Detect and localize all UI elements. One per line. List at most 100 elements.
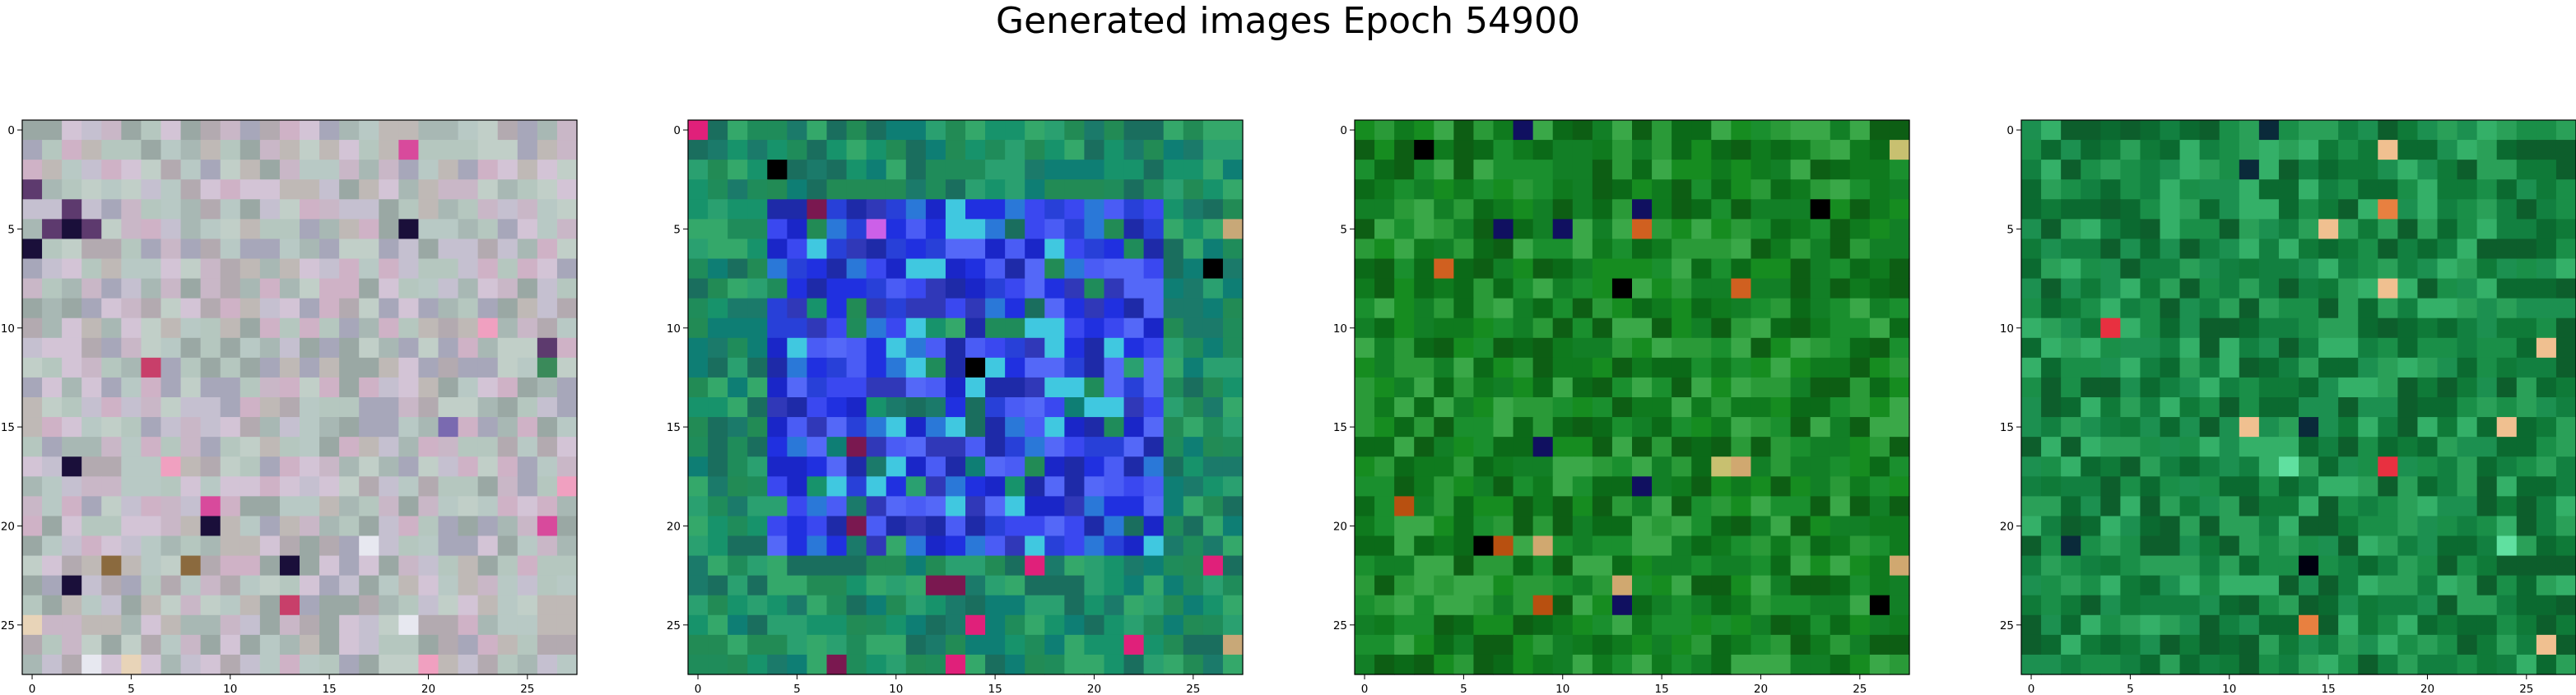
pixel-cell	[1064, 595, 1086, 616]
pixel-cell	[180, 654, 202, 675]
pixel-cell	[2239, 496, 2260, 517]
pixel-cell	[180, 516, 202, 537]
pixel-cell	[2476, 456, 2498, 477]
pixel-cell	[2358, 476, 2378, 497]
pixel-cell	[359, 258, 379, 280]
pixel-cell	[1790, 456, 1811, 477]
pixel-cell	[1414, 417, 1434, 438]
pixel-cell	[220, 199, 241, 220]
pixel-cell	[2021, 377, 2042, 398]
pixel-cell	[886, 160, 907, 180]
pixel-cell	[1123, 337, 1145, 359]
pixel-cell	[1672, 357, 1692, 378]
pixel-cell	[1751, 595, 1772, 616]
pixel-cell	[2258, 239, 2280, 260]
pixel-cell	[965, 120, 986, 141]
pixel-cell	[846, 634, 867, 656]
pixel-cell	[1493, 199, 1514, 220]
pixel-cell	[2061, 397, 2081, 418]
pixel-cell	[220, 160, 241, 180]
pixel-cell	[42, 496, 63, 517]
pixel-cell	[101, 120, 122, 141]
pixel-cell	[2239, 634, 2260, 656]
pixel-cell	[985, 239, 1006, 260]
pixel-cell	[846, 278, 867, 299]
pixel-cell	[1711, 417, 1732, 438]
pixel-cell	[1830, 258, 1851, 280]
pixel-cell	[2457, 317, 2478, 339]
pixel-cell	[2140, 199, 2161, 220]
pixel-cell	[259, 417, 281, 438]
pixel-cell	[2258, 298, 2280, 319]
pixel-cell	[200, 377, 221, 398]
pixel-cell	[925, 219, 946, 240]
pixel-cell	[2516, 476, 2537, 497]
pixel-cell	[945, 595, 966, 616]
pixel-cell	[339, 634, 360, 656]
pixel-cell	[2358, 239, 2378, 260]
pixel-cell	[2299, 417, 2319, 438]
pixel-cell	[279, 437, 300, 457]
pixel-cell	[62, 120, 82, 141]
pixel-cell	[300, 258, 320, 280]
pixel-cell	[537, 219, 558, 240]
pixel-cell	[2555, 199, 2576, 220]
pixel-cell	[1830, 337, 1851, 359]
pixel-cell	[1592, 258, 1613, 280]
pixel-cell	[1532, 278, 1554, 299]
pixel-cell	[2417, 258, 2439, 280]
pixel-cell	[1123, 634, 1145, 656]
pixel-cell	[925, 634, 946, 656]
pixel-cell	[2021, 496, 2042, 517]
pixel-cell	[1414, 298, 1434, 319]
pixel-cell	[1163, 476, 1184, 497]
pixel-cell	[81, 357, 102, 378]
pixel-cell	[1434, 614, 1454, 636]
pixel-cell	[42, 397, 63, 418]
pixel-cell	[1123, 417, 1145, 438]
pixel-cell	[1731, 516, 1752, 537]
pixel-cell	[62, 634, 82, 656]
pixel-cell	[1414, 634, 1434, 656]
pixel-cell	[141, 397, 162, 418]
pixel-cell	[866, 595, 887, 616]
pixel-cell	[1394, 317, 1415, 339]
pixel-cell	[1414, 595, 1434, 616]
pixel-cell	[62, 437, 82, 457]
pixel-cell	[2457, 397, 2478, 418]
pixel-cell	[1751, 278, 1772, 299]
pixel-cell	[1790, 337, 1811, 359]
pixel-cell	[2516, 437, 2537, 457]
pixel-cell	[22, 654, 43, 675]
pixel-cell	[2299, 496, 2319, 517]
pixel-cell	[2496, 417, 2518, 438]
pixel-cell	[1473, 417, 1495, 438]
pixel-cell	[1163, 417, 1184, 438]
pixel-cell	[1143, 397, 1165, 418]
pixel-cell	[2081, 317, 2101, 339]
pixel-cell	[220, 595, 241, 616]
pixel-cell	[2476, 555, 2498, 577]
pixel-cell	[2179, 654, 2201, 675]
pixel-cell	[2476, 595, 2498, 616]
pixel-cell	[2140, 179, 2161, 200]
pixel-cell	[945, 535, 966, 557]
pixel-cell	[2417, 199, 2439, 220]
pixel-cell	[418, 317, 439, 339]
pixel-cell	[2397, 278, 2419, 299]
pixel-cell	[985, 199, 1006, 220]
pixel-cell	[259, 634, 281, 656]
pixel-cell	[1810, 120, 1831, 141]
pixel-cell	[1434, 516, 1454, 537]
pixel-cell	[2041, 219, 2062, 240]
pixel-cell	[1711, 140, 1732, 160]
pixel-cell	[1355, 456, 1375, 477]
pixel-cell	[1513, 614, 1534, 636]
y-tick-label: 25	[2000, 619, 2014, 632]
pixel-cell	[22, 278, 43, 299]
pixel-cell	[2555, 140, 2576, 160]
pixel-cell	[537, 337, 558, 359]
pixel-cell	[2299, 535, 2319, 557]
pixel-cell	[319, 239, 340, 260]
pixel-cell	[965, 555, 986, 577]
